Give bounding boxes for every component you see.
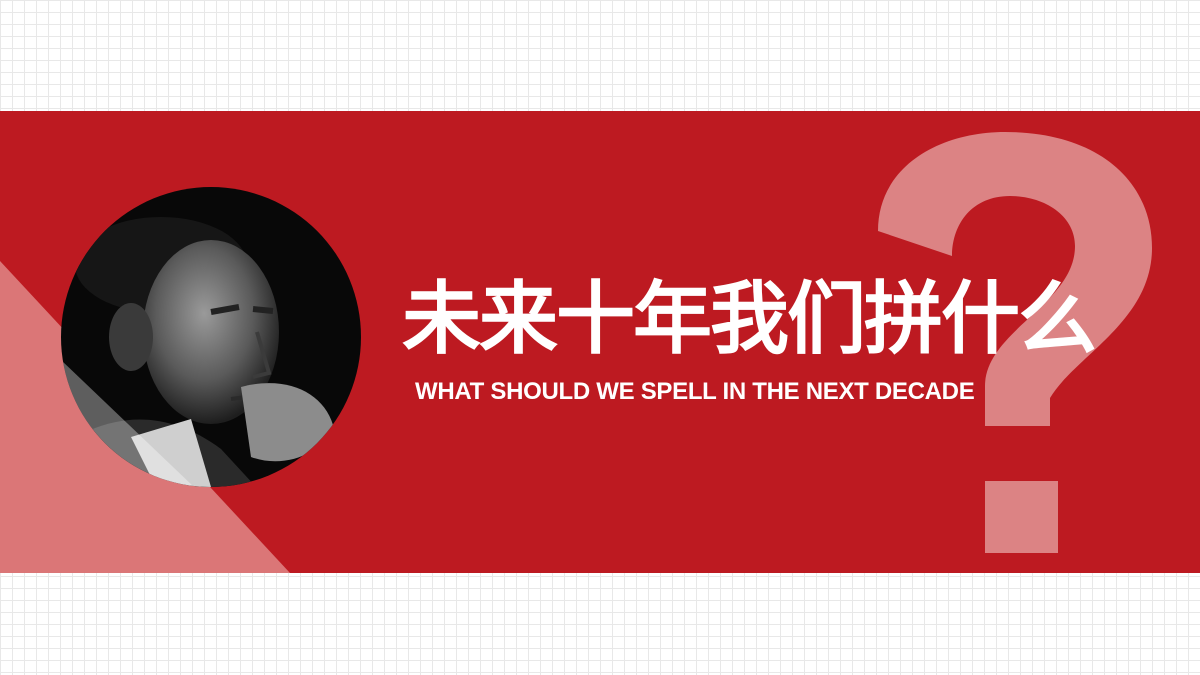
question-mark-curve [878, 132, 1152, 426]
red-banner: 未来十年我们拼什么 WHAT SHOULD WE SPELL IN THE NE… [0, 111, 1200, 573]
question-mark-icon [878, 132, 1152, 553]
question-mark-dot [985, 481, 1058, 553]
slide-title: 未来十年我们拼什么 [402, 273, 1097, 365]
portrait-photo-icon [61, 187, 361, 487]
slide-subtitle: WHAT SHOULD WE SPELL IN THE NEXT DECADE [415, 378, 975, 405]
